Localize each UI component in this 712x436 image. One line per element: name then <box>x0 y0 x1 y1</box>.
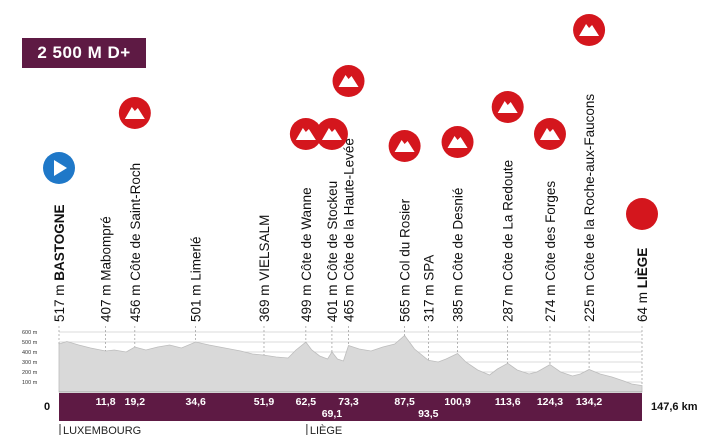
km-label: 11,8 <box>96 396 116 408</box>
km-label: 19,2 <box>125 396 146 408</box>
point-name: SPA <box>421 255 436 281</box>
point-elevation: 407 m <box>99 281 114 322</box>
point-label: 465 m Côte de la Haute-Levée <box>342 138 357 322</box>
km-label: 34,6 <box>185 396 206 408</box>
distance-start-label: 0 <box>44 401 50 413</box>
point-name: Limerlé <box>189 236 204 280</box>
point-name: Côte de Stockeu <box>325 181 340 281</box>
mountain-climb-icon <box>441 126 474 158</box>
point-elevation: 401 m <box>325 281 340 322</box>
point-elevation: 385 m <box>451 281 466 322</box>
km-label: 93,5 <box>418 408 439 420</box>
point-label: 517 m BASTOGNE <box>52 204 67 322</box>
point-label: 401 m Côte de Stockeu <box>325 181 340 322</box>
km-label: 62,5 <box>296 396 317 408</box>
point-elevation: 517 m <box>52 281 67 322</box>
point-elevation: 456 m <box>128 281 143 322</box>
y-tick-label: 400 m <box>22 350 38 356</box>
y-tick-label: 100 m <box>22 380 38 386</box>
y-tick-label: 300 m <box>22 360 38 366</box>
mountain-climb-icon <box>315 118 348 150</box>
point-label: 499 m Côte de Wanne <box>299 187 314 322</box>
km-label: 87,5 <box>394 396 415 408</box>
km-label: 113,6 <box>495 396 521 408</box>
point-label: 565 m Col du Rosier <box>398 198 413 322</box>
point-elevation: 501 m <box>189 281 204 322</box>
point-elevation: 565 m <box>398 281 413 322</box>
mountain-climb-icon <box>118 97 151 129</box>
point-name: Côte des Forges <box>543 181 558 281</box>
elevation-profile-area <box>58 334 643 393</box>
point-label: 407 m Mabompré <box>99 216 114 322</box>
region-label: LUXEMBOURG <box>63 425 141 436</box>
km-label: 69,1 <box>322 408 343 420</box>
region-label: LIÈGE <box>310 424 342 436</box>
point-name: Côte de La Redoute <box>501 160 516 281</box>
point-elevation: 317 m <box>421 281 436 322</box>
point-name: VIELSALM <box>257 215 272 281</box>
distance-end-label: 147,6 km <box>651 401 698 413</box>
start-play-icon <box>43 152 75 184</box>
point-elevation: 499 m <box>299 281 314 322</box>
point-elevation: 274 m <box>543 281 558 322</box>
km-label: 100,9 <box>444 396 470 408</box>
distance-bar <box>59 393 642 421</box>
point-name: Côte de la Haute-Levée <box>342 138 357 281</box>
point-name: Côte de Desnié <box>451 188 466 281</box>
y-tick-label: 500 m <box>22 340 38 346</box>
point-elevation: 369 m <box>257 281 272 322</box>
mountain-climb-icon <box>491 91 524 123</box>
y-tick-label: 600 m <box>22 330 38 336</box>
point-name: Côte de Wanne <box>299 187 314 280</box>
point-name: Côte de Saint-Roch <box>128 163 143 281</box>
km-label: 134,2 <box>576 396 602 408</box>
km-label: 51,9 <box>254 396 275 408</box>
finish-checkered-flag-icon <box>626 198 658 230</box>
mountain-climb-icon <box>573 14 606 46</box>
mountain-climb-icon <box>332 65 365 97</box>
point-label: 64 m LIÈGE <box>635 248 650 322</box>
mountain-climb-icon <box>289 118 322 150</box>
point-label: 501 m Limerlé <box>189 236 204 322</box>
point-label: 274 m Côte des Forges <box>543 181 558 322</box>
km-label: 73,3 <box>338 396 359 408</box>
point-elevation: 225 m <box>582 281 597 322</box>
point-label: 369 m VIELSALM <box>257 215 272 322</box>
y-tick-label: 200 m <box>22 370 38 376</box>
mountain-climb-icon <box>533 118 566 150</box>
point-elevation: 64 m <box>635 288 650 322</box>
point-label: 317 m SPA <box>421 255 436 322</box>
point-name: BASTOGNE <box>52 204 67 280</box>
km-label: 124,3 <box>537 396 563 408</box>
elevation-gain-badge: 2 500 M D+ <box>22 38 146 68</box>
point-label: 225 m Côte de la Roche-aux-Faucons <box>582 94 597 322</box>
point-elevation: 287 m <box>501 281 516 322</box>
point-label: 287 m Côte de La Redoute <box>501 160 516 322</box>
point-name: Mabompré <box>99 216 114 281</box>
point-name: LIÈGE <box>635 248 650 289</box>
point-elevation: 465 m <box>342 281 357 322</box>
point-label: 456 m Côte de Saint-Roch <box>128 163 143 322</box>
point-name: Col du Rosier <box>398 198 413 280</box>
mountain-climb-icon <box>388 130 421 162</box>
point-name: Côte de la Roche-aux-Faucons <box>582 94 597 281</box>
point-label: 385 m Côte de Desnié <box>451 188 466 322</box>
